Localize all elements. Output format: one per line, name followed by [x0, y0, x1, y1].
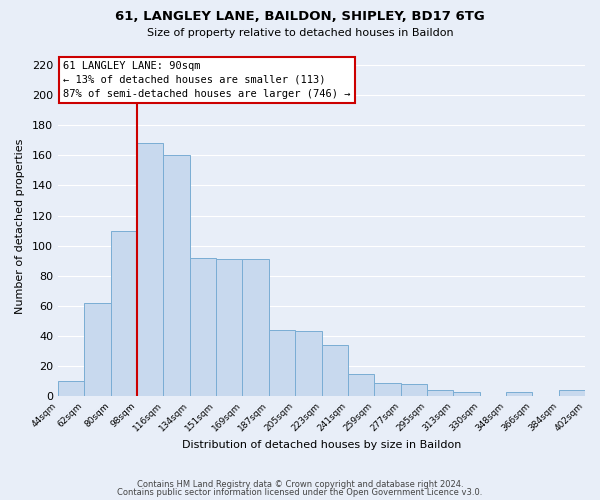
Bar: [242, 259, 269, 396]
X-axis label: Distribution of detached houses by size in Baildon: Distribution of detached houses by size …: [182, 440, 461, 450]
Text: 61 LANGLEY LANE: 90sqm
← 13% of detached houses are smaller (113)
87% of semi-de: 61 LANGLEY LANE: 90sqm ← 13% of detached…: [64, 61, 351, 99]
Bar: [453, 392, 479, 396]
Bar: [163, 156, 190, 396]
Text: Size of property relative to detached houses in Baildon: Size of property relative to detached ho…: [146, 28, 454, 38]
Bar: [506, 392, 532, 396]
Bar: [137, 144, 163, 396]
Bar: [427, 390, 453, 396]
Text: Contains public sector information licensed under the Open Government Licence v3: Contains public sector information licen…: [118, 488, 482, 497]
Bar: [111, 230, 137, 396]
Y-axis label: Number of detached properties: Number of detached properties: [15, 139, 25, 314]
Bar: [216, 259, 242, 396]
Bar: [269, 330, 295, 396]
Bar: [58, 381, 85, 396]
Text: 61, LANGLEY LANE, BAILDON, SHIPLEY, BD17 6TG: 61, LANGLEY LANE, BAILDON, SHIPLEY, BD17…: [115, 10, 485, 23]
Bar: [559, 390, 585, 396]
Bar: [295, 332, 322, 396]
Bar: [401, 384, 427, 396]
Bar: [85, 303, 111, 396]
Text: Contains HM Land Registry data © Crown copyright and database right 2024.: Contains HM Land Registry data © Crown c…: [137, 480, 463, 489]
Bar: [374, 382, 401, 396]
Bar: [348, 374, 374, 396]
Bar: [190, 258, 216, 396]
Bar: [322, 345, 348, 396]
